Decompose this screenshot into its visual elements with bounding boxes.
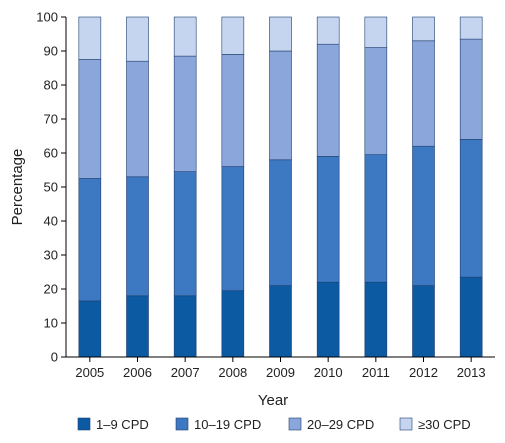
x-axis: 2005 2006 2007 2008 2009 2010 2011 2012 2013 <box>66 356 495 380</box>
legend: 1–9 CPD 10–19 CPD 20–29 CPD ≥30 CPD <box>77 417 471 432</box>
bar-2011-series-1 <box>364 281 388 358</box>
bar-2011-series-4 <box>364 16 388 48</box>
legend-swatch-4 <box>399 417 413 431</box>
bar-2008-series-2 <box>221 166 245 292</box>
legend-swatch-3 <box>288 417 302 431</box>
x-tick-label: 2011 <box>362 365 390 380</box>
y-axis: 0 10 20 30 40 50 60 70 80 90 100 <box>36 10 67 365</box>
bar-2013-series-4 <box>459 16 483 40</box>
y-tick-label: 60 <box>44 146 58 161</box>
legend-label-3: 20–29 CPD <box>307 417 374 432</box>
bar-2013-series-2 <box>459 139 483 278</box>
y-tick-label: 20 <box>44 282 58 297</box>
legend-label-4: ≥30 CPD <box>418 417 471 432</box>
legend-label-2: 10–19 CPD <box>194 417 261 432</box>
y-tick-label: 40 <box>44 214 58 229</box>
bar-2005-series-1 <box>78 300 102 358</box>
x-tick-label: 2013 <box>457 365 486 380</box>
bar-2009-series-4 <box>269 16 292 52</box>
bar-2008-series-1 <box>221 290 245 358</box>
bar-2006-series-4 <box>126 16 149 62</box>
bar-2006-series-2 <box>126 176 149 297</box>
y-tick-label: 80 <box>44 78 58 93</box>
bar-2009-series-2 <box>269 159 292 286</box>
bar-2012-series-1 <box>412 285 435 358</box>
x-tick-label: 2006 <box>123 365 152 380</box>
x-tick-label: 2008 <box>218 365 247 380</box>
bar-2006-series-1 <box>126 295 149 358</box>
legend-swatch-1 <box>77 417 91 431</box>
y-axis-title: Percentage <box>9 149 26 226</box>
bar-2012-series-3 <box>412 40 435 147</box>
bar-2009-series-3 <box>269 50 292 161</box>
bar-2005-series-2 <box>78 178 102 302</box>
x-tick-label: 2010 <box>314 365 343 380</box>
y-tick-label: 90 <box>44 44 58 59</box>
bar-2007-series-3 <box>173 55 197 172</box>
legend-label-1: 1–9 CPD <box>96 417 149 432</box>
bar-2010-series-1 <box>316 281 340 358</box>
bar-2007-series-1 <box>173 295 197 358</box>
bar-2011-series-2 <box>364 154 388 283</box>
y-tick-label: 50 <box>44 180 58 195</box>
x-tick-label: 2012 <box>409 365 438 380</box>
bar-2007-series-4 <box>173 16 197 57</box>
bar-2007-series-2 <box>173 171 197 297</box>
bar-2013-series-3 <box>459 38 483 140</box>
y-tick-label: 70 <box>44 112 58 127</box>
bar-2005-series-3 <box>78 59 102 179</box>
bar-2005-series-4 <box>78 16 102 60</box>
bar-2013-series-1 <box>459 276 483 358</box>
bar-2012-series-2 <box>412 145 435 286</box>
x-tick-label: 2007 <box>171 365 200 380</box>
bar-2010-series-3 <box>316 43 340 157</box>
legend-swatch-2 <box>175 417 189 431</box>
y-tick-label: 10 <box>44 316 58 331</box>
x-tick-label: 2005 <box>75 365 104 380</box>
bar-2010-series-2 <box>316 156 340 283</box>
bar-2006-series-3 <box>126 60 149 178</box>
x-axis-title: Year <box>258 392 288 409</box>
bar-2010-series-4 <box>316 16 340 45</box>
x-tick-label: 2009 <box>266 365 295 380</box>
bar-2012-series-4 <box>412 16 435 42</box>
bar-2008-series-3 <box>221 54 245 167</box>
bar-2009-series-1 <box>269 285 292 358</box>
bar-2011-series-3 <box>364 47 388 155</box>
bar-2008-series-4 <box>221 16 245 55</box>
plot-area <box>78 16 483 358</box>
y-tick-label: 0 <box>51 350 58 365</box>
y-tick-label: 30 <box>44 248 58 263</box>
y-tick-label: 100 <box>36 10 58 25</box>
